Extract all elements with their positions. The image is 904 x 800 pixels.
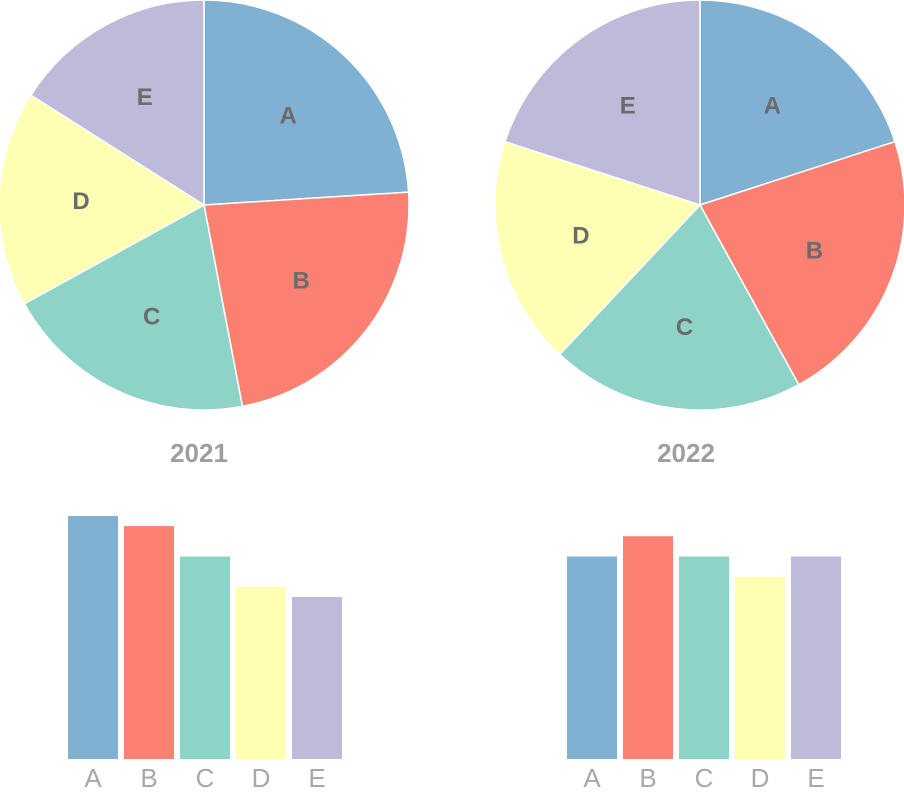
pie-slice-c-2022 [558,203,800,411]
pie-label-e-2021: E [137,84,153,111]
bar-c-2022 [679,556,729,759]
tick-label-b-2022: B [639,763,656,793]
bar-d-2021 [236,586,286,759]
tick-label-d-2021: D [252,763,271,793]
tick-label-c-2021: C [196,763,215,793]
pie-label-c-2021: C [143,303,160,330]
pie-title-2022: 2022 [657,438,715,468]
pie-slice-a-2021 [203,0,410,206]
pie-slice-e-2022 [504,0,701,207]
pie-slice-b-2022 [698,140,904,386]
pie-slice-d-2022 [494,140,702,356]
pie-label-d-2021: D [72,188,89,215]
pie-slice-c-2021 [23,203,244,411]
bar-chart-2022: A B C D E [567,536,841,793]
pie-label-a-2022: A [764,92,781,119]
pie-label-c-2022: C [676,314,693,341]
pie-label-e-2022: E [620,92,636,119]
bar-a-2021 [68,516,118,759]
tick-label-a-2021: A [84,763,102,793]
bar-b-2021 [124,526,174,759]
tick-label-c-2022: C [695,763,714,793]
tick-label-d-2022: D [751,763,770,793]
pie-label-b-2022: B [806,237,823,264]
pie-slice-b-2021 [203,191,410,408]
tick-label-e-2022: E [807,763,824,793]
bar-e-2022 [791,556,841,759]
pie-chart-2021: A B C D E [0,0,410,411]
bar-b-2022 [623,536,673,759]
pie-chart-2022: A B C D E [494,0,904,411]
tick-label-a-2022: A [583,763,601,793]
pie-slice-e-2021 [29,0,205,207]
pie-slice-d-2021 [0,94,206,305]
pie-slice-a-2022 [699,0,896,207]
bar-d-2022 [735,576,785,759]
tick-label-b-2021: B [140,763,157,793]
tick-label-e-2021: E [308,763,325,793]
bar-c-2021 [180,556,230,759]
bar-e-2021 [292,597,342,759]
pie-label-a-2021: A [280,102,297,129]
pie-label-b-2021: B [293,267,310,294]
bar-a-2022 [567,556,617,759]
pie-title-2021: 2021 [170,438,228,468]
bar-chart-2021: A B C D E [68,516,342,793]
pie-label-d-2022: D [572,223,589,250]
